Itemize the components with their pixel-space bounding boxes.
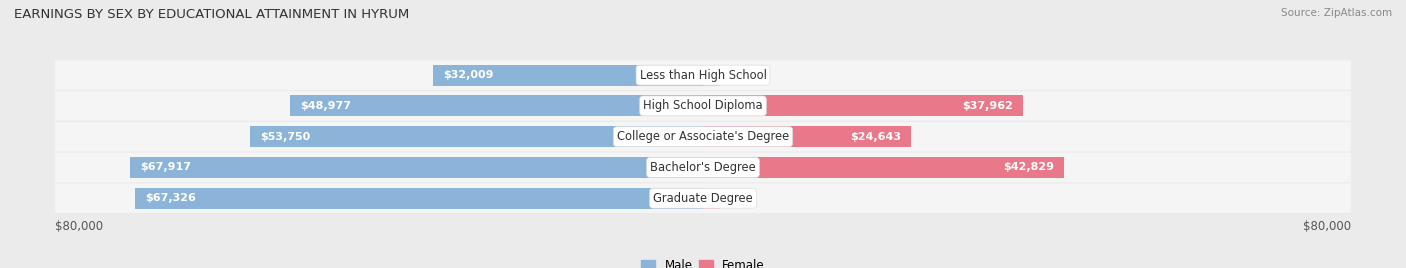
Text: $37,962: $37,962	[962, 101, 1014, 111]
Text: $32,009: $32,009	[443, 70, 494, 80]
Text: College or Associate's Degree: College or Associate's Degree	[617, 130, 789, 143]
FancyBboxPatch shape	[55, 184, 1351, 213]
Legend: Male, Female: Male, Female	[637, 255, 769, 268]
Text: $67,917: $67,917	[141, 162, 191, 172]
Bar	[433, 65, 703, 85]
Text: $0: $0	[730, 193, 744, 203]
Text: EARNINGS BY SEX BY EDUCATIONAL ATTAINMENT IN HYRUM: EARNINGS BY SEX BY EDUCATIONAL ATTAINMEN…	[14, 8, 409, 21]
Bar	[703, 65, 720, 85]
Bar	[129, 157, 703, 178]
Bar	[249, 126, 703, 147]
Text: $0: $0	[730, 70, 744, 80]
Bar	[135, 188, 703, 209]
Text: $48,977: $48,977	[299, 101, 352, 111]
Bar	[703, 126, 911, 147]
Text: $24,643: $24,643	[849, 132, 901, 142]
Text: Less than High School: Less than High School	[640, 69, 766, 82]
FancyBboxPatch shape	[55, 153, 1351, 182]
Text: Graduate Degree: Graduate Degree	[654, 192, 752, 205]
FancyBboxPatch shape	[55, 122, 1351, 151]
FancyBboxPatch shape	[55, 91, 1351, 121]
Bar	[703, 188, 720, 209]
Text: $80,000: $80,000	[55, 220, 103, 233]
Text: Source: ZipAtlas.com: Source: ZipAtlas.com	[1281, 8, 1392, 18]
Bar	[290, 95, 703, 116]
Text: High School Diploma: High School Diploma	[643, 99, 763, 112]
Bar	[703, 95, 1024, 116]
Text: $53,750: $53,750	[260, 132, 309, 142]
Text: $67,326: $67,326	[145, 193, 195, 203]
Bar	[703, 157, 1064, 178]
Text: $80,000: $80,000	[1303, 220, 1351, 233]
Text: Bachelor's Degree: Bachelor's Degree	[650, 161, 756, 174]
FancyBboxPatch shape	[55, 60, 1351, 90]
Text: $42,829: $42,829	[1004, 162, 1054, 172]
